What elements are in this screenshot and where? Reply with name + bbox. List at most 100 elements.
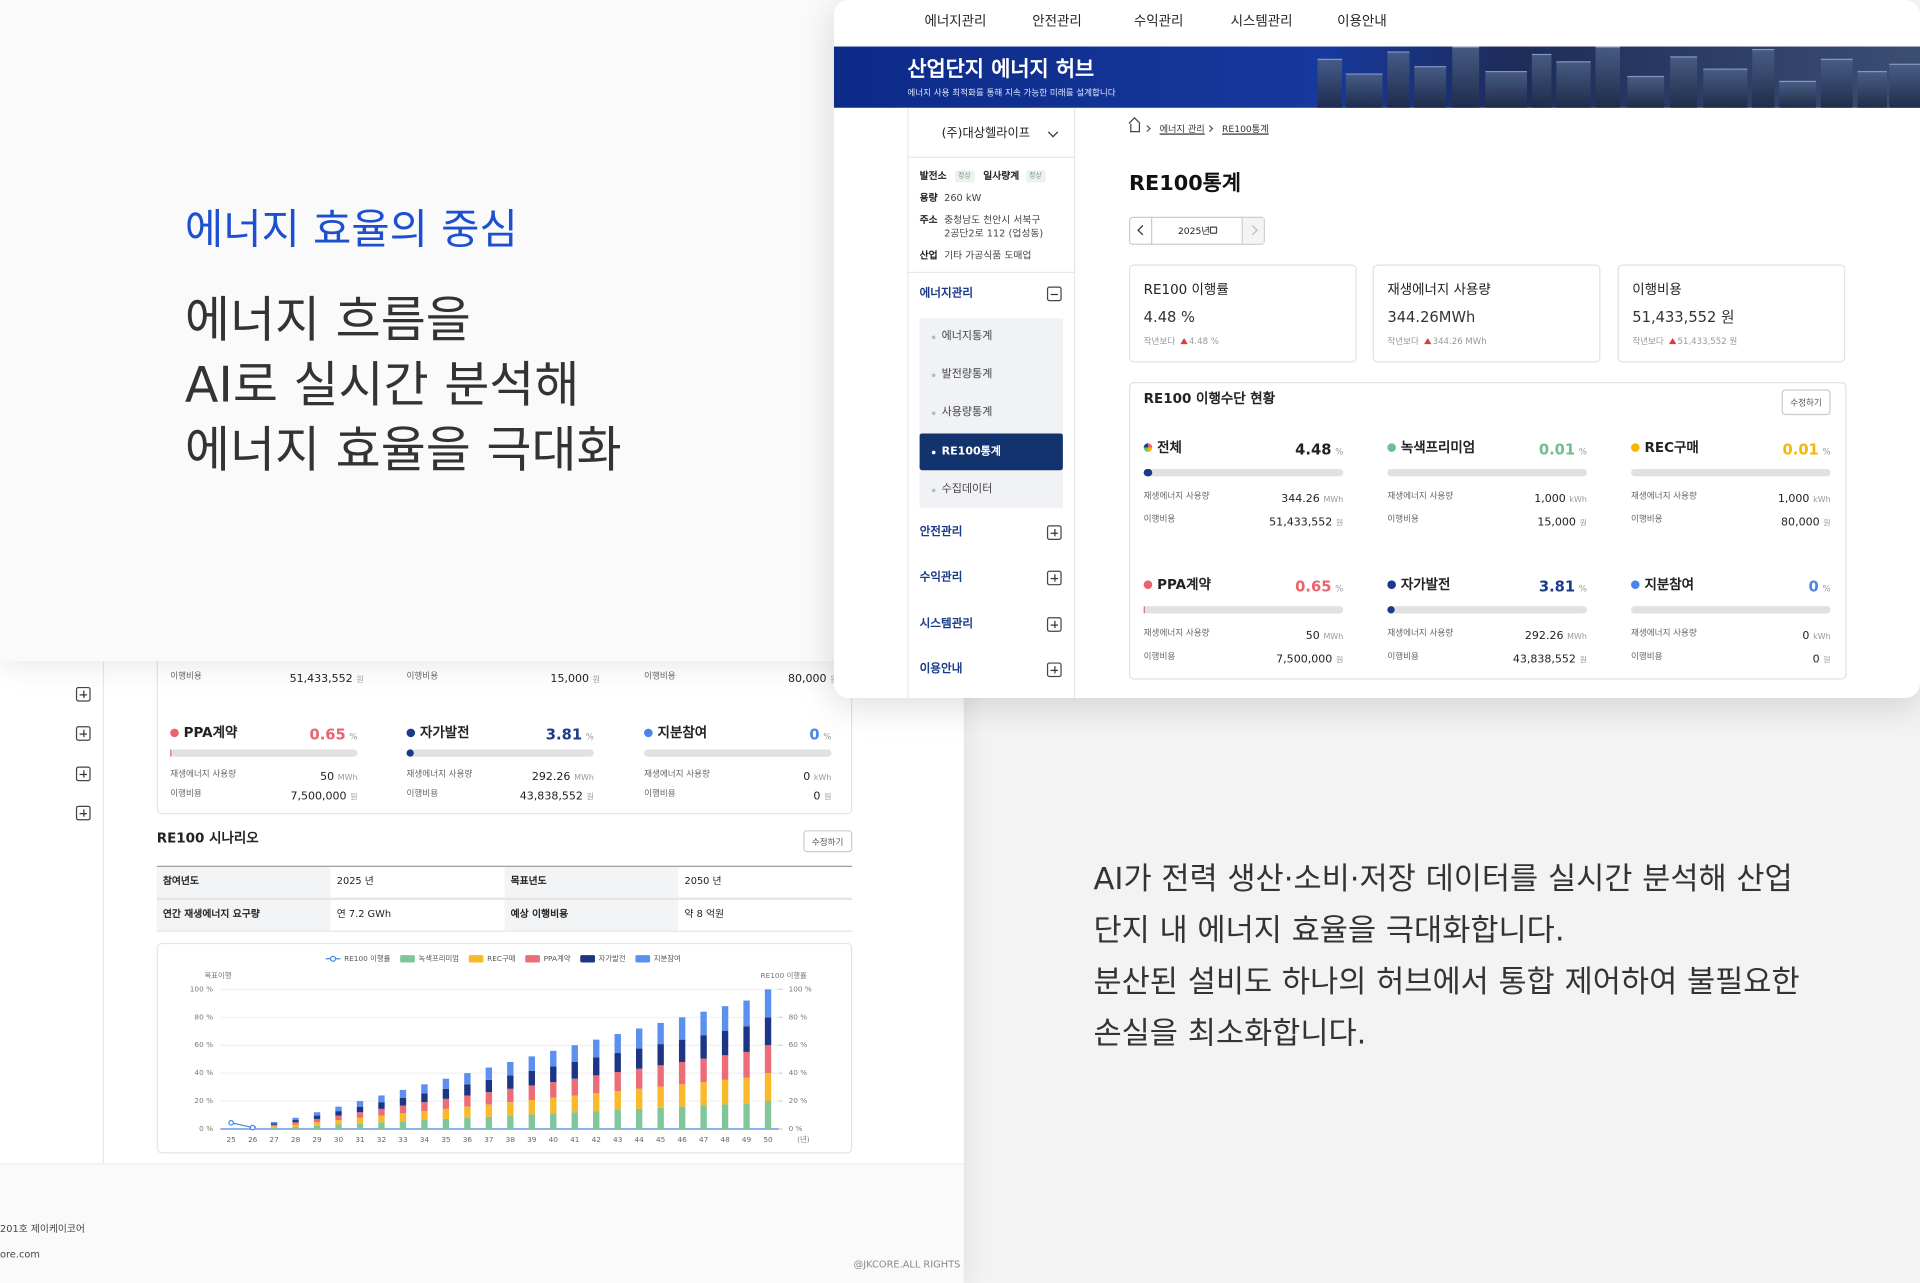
- bar-segment: [421, 1111, 428, 1121]
- company-select[interactable]: (주)대상헬라이프: [941, 127, 1031, 141]
- building: [1820, 58, 1853, 108]
- stat-card: [1372, 264, 1601, 363]
- expand-icon[interactable]: [1046, 662, 1062, 678]
- bar-segment: [356, 1101, 364, 1107]
- cost: 15,000 원: [1537, 513, 1587, 530]
- divider: [102, 661, 105, 1164]
- expand-icon[interactable]: [75, 686, 91, 702]
- nav-item[interactable]: 수익관리: [1133, 13, 1184, 30]
- bar-segment: [378, 1095, 385, 1103]
- expand-icon[interactable]: [1046, 525, 1062, 541]
- bar-segment: [593, 1039, 600, 1058]
- row-label: 이행비용: [406, 670, 439, 681]
- x-tick-label: 39: [527, 1135, 537, 1144]
- bar-segment: [485, 1104, 493, 1117]
- submenu-item[interactable]: RE100통계: [941, 445, 1001, 458]
- collapse-icon[interactable]: [1046, 286, 1062, 302]
- progress-track: [1387, 468, 1587, 477]
- bar-segment: [550, 1097, 557, 1114]
- row-label: 이행비용: [1387, 514, 1419, 524]
- row-label: 재생에너지 사용량: [170, 768, 237, 779]
- bar-segment: [678, 1039, 686, 1062]
- table-cell: 목표년도: [510, 875, 547, 887]
- bar-segment: [399, 1121, 407, 1129]
- edit-button[interactable]: 수정하기: [803, 830, 853, 853]
- x-tick-label: 40: [549, 1135, 559, 1144]
- value: 51,433,552: [1269, 516, 1333, 529]
- bar-segment: [464, 1117, 471, 1129]
- expand-icon[interactable]: [1046, 617, 1062, 632]
- info-value: 충청남도 천안시 서북구: [944, 214, 1041, 226]
- y2-tick-label: 100 %: [789, 984, 812, 993]
- value: 0: [809, 725, 820, 744]
- bar-segment: [700, 1035, 707, 1059]
- menu-item[interactable]: 안전관리: [919, 525, 963, 540]
- bar-segment: [507, 1061, 514, 1076]
- progress-track: [644, 749, 832, 757]
- active-item: [919, 433, 1063, 471]
- bar-segment: [442, 1098, 450, 1109]
- submenu-item[interactable]: 발전량통계: [941, 368, 993, 381]
- breadcrumb[interactable]: 에너지 관리: [1159, 123, 1205, 135]
- bar-segment: [356, 1106, 364, 1113]
- status-label: 발전소: [919, 170, 947, 182]
- table-cell: 2050 년: [684, 875, 722, 887]
- menu-item[interactable]: 이용안내: [919, 662, 963, 677]
- bar-segment: [442, 1078, 450, 1089]
- x-tick-label: 29: [312, 1135, 322, 1144]
- usage: 292.26 MWh: [1525, 626, 1587, 643]
- x-tick-label: 28: [291, 1135, 301, 1144]
- expand-icon[interactable]: [75, 726, 91, 741]
- description: AI가 전력 생산·소비·저장 데이터를 실시간 분석해 산업 단지 내 에너지 …: [0, 0, 1799, 1051]
- expand-icon[interactable]: [75, 805, 91, 821]
- x-tick-label: 43: [613, 1135, 623, 1144]
- card-label: RE100 이행률: [1143, 282, 1229, 299]
- nav-item[interactable]: 안전관리: [1032, 13, 1082, 30]
- bar-segment: [743, 1051, 750, 1078]
- cost: 51,433,552 원: [290, 669, 364, 686]
- bar-segment: [550, 1066, 557, 1083]
- progress-fill: [170, 749, 172, 757]
- building: [1889, 63, 1920, 108]
- building: [1627, 75, 1665, 108]
- value: 3.81: [1538, 577, 1576, 595]
- bar-segment: [678, 1017, 686, 1040]
- menu-item[interactable]: 시스템관리: [919, 617, 974, 631]
- bar-segment: [378, 1108, 385, 1116]
- legend-marker: [400, 955, 415, 963]
- bar-segment: [571, 1045, 578, 1062]
- nav-item[interactable]: 에너지관리: [924, 13, 987, 30]
- bar-segment: [335, 1115, 342, 1121]
- x-tick-label: 38: [506, 1135, 516, 1144]
- expand-icon[interactable]: [1046, 570, 1062, 586]
- menu-item[interactable]: 수익관리: [919, 570, 963, 585]
- nav-item[interactable]: 시스템관리: [1230, 13, 1293, 30]
- expand-icon[interactable]: [75, 766, 91, 782]
- unit: kWh: [1813, 494, 1831, 504]
- row-label: 이행비용: [644, 788, 676, 799]
- footer-text: 201호 제이케이코어: [0, 1223, 85, 1235]
- submenu-item[interactable]: 에너지통계: [941, 330, 993, 343]
- submenu-item[interactable]: 사용량통계: [941, 406, 993, 419]
- nav-item[interactable]: 이용안내: [1337, 13, 1387, 30]
- building: [1317, 58, 1343, 108]
- bar-segment: [528, 1056, 535, 1071]
- bar-segment: [335, 1120, 342, 1125]
- submenu-item[interactable]: 수집데이터: [941, 483, 993, 496]
- x-tick-label: 33: [398, 1135, 408, 1144]
- section-title: RE100 시나리오: [156, 830, 259, 847]
- header-cell: [156, 866, 331, 898]
- dot: [644, 728, 653, 738]
- row-label: 재생에너지 사용량: [1143, 627, 1210, 638]
- divider: [1151, 216, 1153, 245]
- table-cell: 2025 년: [336, 875, 374, 887]
- menu-item[interactable]: 에너지관리: [919, 286, 974, 301]
- info-value: 260 kW: [944, 192, 982, 204]
- value: 80,000: [1781, 516, 1820, 529]
- method-percent: 0%: [1809, 576, 1831, 597]
- edit-button[interactable]: 수정하기: [1781, 389, 1831, 416]
- unit: %: [1822, 583, 1831, 594]
- row-label: 재생에너지 사용량: [1387, 627, 1454, 638]
- button-label: 수정하기: [1790, 397, 1822, 408]
